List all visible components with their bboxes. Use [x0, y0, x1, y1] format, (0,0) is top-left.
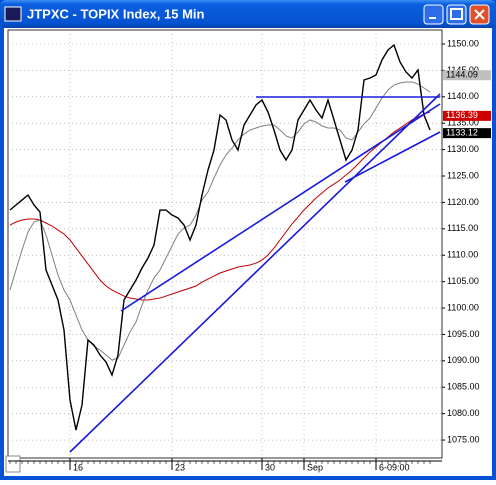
y-tick-label: 1125.00: [447, 170, 479, 180]
last-value-box: [443, 70, 491, 81]
y-tick-label: 1095.00: [447, 329, 480, 339]
scroll-box[interactable]: [5, 455, 21, 473]
last-value-label: 1133.12: [446, 128, 478, 138]
x-tick-label: 23: [175, 462, 185, 472]
y-tick-label: 1105.00: [447, 276, 479, 286]
window-title: JTPXC - TOPIX Index, 15 Min: [27, 6, 205, 21]
y-tick-label: 1135.00: [447, 118, 479, 128]
moving-average: [9, 111, 431, 301]
plot: 1150.00 1145.00 1140.00 1135.00 1130.00 1125.…: [8, 30, 491, 472]
y-tick-label: 1110.00: [447, 250, 478, 260]
y-tick-label: 1130.00: [447, 144, 479, 154]
x-tick-label: 6-09:00: [379, 462, 410, 472]
y-tick-label: 1150.00: [447, 38, 479, 48]
trend-lines: [69, 93, 441, 453]
price-line: [9, 43, 431, 431]
y-tick-label: 1085.00: [447, 382, 480, 392]
last-value-label: 1136.39: [446, 110, 478, 120]
window-buttons: [423, 4, 490, 25]
y-tick-label: 1090.00: [447, 355, 480, 365]
app-icon: [4, 6, 22, 22]
moving-average: [9, 81, 431, 361]
minimize-button[interactable]: [423, 4, 444, 25]
trend-line: [120, 103, 441, 312]
last-value-box: [443, 128, 491, 139]
title-bar: [0, 0, 496, 28]
x-tick-label: Sep: [307, 462, 323, 472]
y-tick-label: 1075.00: [447, 434, 480, 444]
x-tick-label: 30: [265, 462, 275, 472]
close-icon: [474, 9, 485, 20]
x-tick-label: 16: [73, 462, 83, 472]
y-tick-label: 1140.00: [447, 91, 479, 101]
y-tick-label: 1080.00: [447, 408, 480, 418]
last-value-label: 1144.09: [446, 70, 478, 80]
y-tick-label: 1115.00: [447, 223, 478, 233]
y-tick-label: 1100.00: [447, 302, 479, 312]
trend-line: [69, 93, 441, 453]
minimize-icon: [429, 17, 436, 19]
last-value-box: [443, 110, 491, 121]
y-tick-label: 1145.00: [447, 65, 479, 75]
trend-line: [344, 131, 441, 183]
y-tick-label: 1120.00: [447, 197, 479, 207]
maximize-icon: [450, 8, 463, 20]
maximize-button[interactable]: [446, 4, 467, 25]
